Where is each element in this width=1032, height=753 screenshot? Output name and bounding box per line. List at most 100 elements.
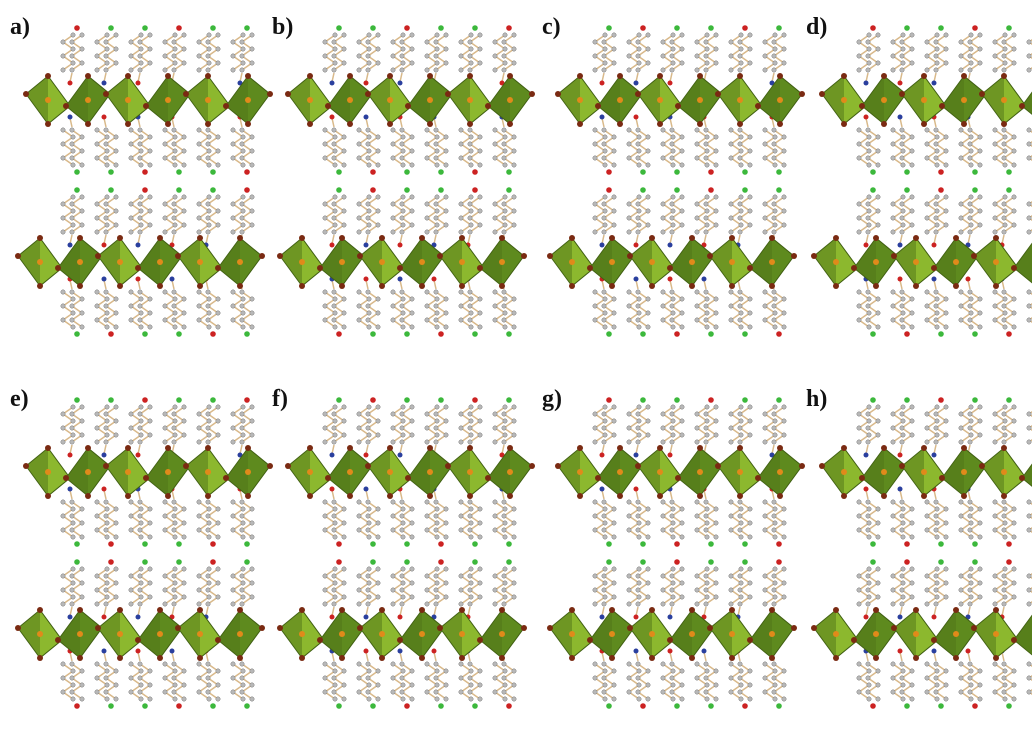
atom xyxy=(231,528,235,532)
atom xyxy=(636,230,640,234)
atom-cl xyxy=(742,703,748,709)
atom xyxy=(891,412,895,416)
atom xyxy=(434,528,438,532)
atom xyxy=(671,297,675,301)
atom xyxy=(357,230,361,234)
atom-o xyxy=(467,493,473,499)
atom xyxy=(502,662,506,666)
atom xyxy=(182,163,186,167)
atom xyxy=(400,412,404,416)
atom xyxy=(503,325,507,329)
atom xyxy=(968,230,972,234)
atom-cl xyxy=(244,703,250,709)
atom-o xyxy=(379,607,385,613)
atom xyxy=(182,697,186,701)
atom xyxy=(502,318,506,322)
atom-metal xyxy=(245,97,251,103)
atom xyxy=(1003,61,1007,65)
atom xyxy=(391,54,395,58)
atom xyxy=(900,40,904,44)
atom xyxy=(207,209,211,213)
atom xyxy=(1003,163,1007,167)
atom xyxy=(680,325,684,329)
atom xyxy=(512,581,516,585)
atom-cl xyxy=(404,169,410,175)
octahedron-face xyxy=(186,448,208,496)
atom xyxy=(444,223,448,227)
atom-o xyxy=(899,463,905,469)
atom xyxy=(493,216,497,220)
atom-cl xyxy=(108,25,114,31)
atom xyxy=(459,290,463,294)
atom xyxy=(376,697,380,701)
atom xyxy=(969,521,973,525)
atom xyxy=(367,595,371,599)
atom xyxy=(342,47,346,51)
atom xyxy=(114,135,118,139)
atom xyxy=(714,297,718,301)
atom xyxy=(435,149,439,153)
atom xyxy=(459,514,463,518)
atom xyxy=(342,595,346,599)
atom xyxy=(342,195,346,199)
atom-o xyxy=(347,73,353,79)
atom xyxy=(978,135,982,139)
atom xyxy=(71,581,75,585)
atom xyxy=(478,683,482,687)
atom xyxy=(925,40,929,44)
atom-o xyxy=(95,253,101,259)
atom-n xyxy=(68,615,73,620)
atom xyxy=(216,567,220,571)
atom-cl xyxy=(776,703,782,709)
atom xyxy=(593,216,597,220)
atom xyxy=(968,602,972,606)
atom xyxy=(739,47,743,51)
atom xyxy=(148,325,152,329)
atom-n xyxy=(932,615,937,620)
atom xyxy=(763,662,767,666)
atom xyxy=(114,419,118,423)
atom xyxy=(138,426,142,430)
atom xyxy=(978,405,982,409)
atom xyxy=(323,40,327,44)
atom xyxy=(867,209,871,213)
atom xyxy=(891,500,895,504)
panel: c) xyxy=(542,14,805,337)
atom xyxy=(333,595,337,599)
atom-metal xyxy=(37,631,43,637)
atom xyxy=(459,574,463,578)
atom xyxy=(705,47,709,51)
atom-n xyxy=(102,615,107,620)
atom xyxy=(70,602,74,606)
atom xyxy=(695,142,699,146)
atom xyxy=(646,419,650,423)
atom xyxy=(670,128,674,132)
atom-cl xyxy=(244,187,250,193)
atom xyxy=(968,128,972,132)
octahedron-face xyxy=(218,238,240,286)
atom xyxy=(738,304,742,308)
atom xyxy=(468,662,472,666)
atom xyxy=(410,163,414,167)
atom-cl xyxy=(674,559,680,565)
atom-metal xyxy=(157,259,163,265)
atom-metal xyxy=(419,631,425,637)
atom xyxy=(95,156,99,160)
atom xyxy=(866,676,870,680)
atom xyxy=(637,135,641,139)
atom xyxy=(333,683,337,687)
atom xyxy=(782,405,786,409)
atom xyxy=(739,521,743,525)
atom xyxy=(400,290,404,294)
atom xyxy=(857,304,861,308)
atom xyxy=(993,588,997,592)
atom xyxy=(333,405,337,409)
atom xyxy=(729,602,733,606)
atom xyxy=(173,149,177,153)
atom xyxy=(376,535,380,539)
atom xyxy=(400,318,404,322)
atom-n xyxy=(932,277,937,282)
atom xyxy=(71,195,75,199)
atom xyxy=(969,433,973,437)
atom xyxy=(661,290,665,294)
